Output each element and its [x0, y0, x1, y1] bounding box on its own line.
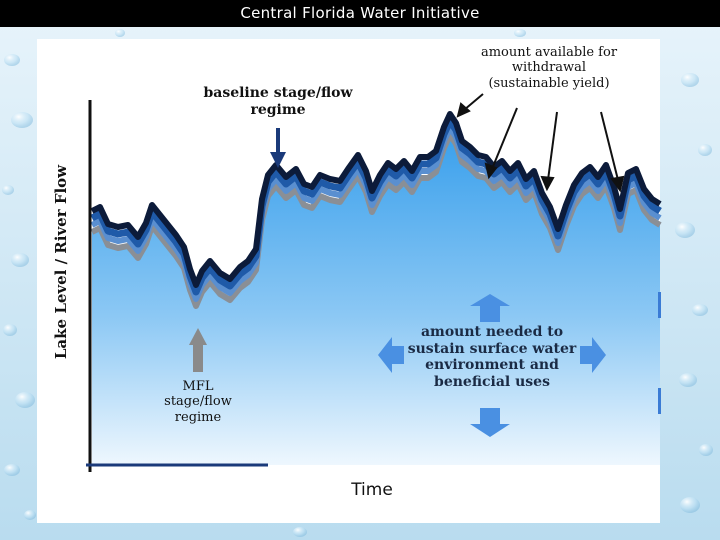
environment-needs-arrows-icon: [378, 294, 606, 437]
edge-marker-top: [658, 292, 661, 318]
mfl-arrow-icon: [189, 328, 207, 372]
mfl-label: MFL stage/flow regime: [164, 379, 232, 425]
x-axis-label: Time: [351, 480, 393, 500]
sustainable-yield-label: amount available for withdrawal (sustain…: [480, 45, 618, 91]
water-fill-area: [92, 135, 660, 465]
environment-needs-label: amount needed to sustain surface water e…: [407, 324, 577, 390]
slide-title: Central Florida Water Initiative: [240, 4, 480, 22]
baseline-arrow-icon: [270, 128, 286, 168]
y-axis-label: Lake Level / River Flow: [52, 164, 70, 360]
baseline-label: baseline stage/flow regime: [203, 85, 353, 118]
sustainable-yield-arrows-icon: [456, 93, 625, 193]
baseline-band-line: [90, 111, 662, 288]
slide-title-bar: Central Florida Water Initiative: [0, 0, 720, 27]
edge-marker-bottom: [658, 388, 661, 414]
